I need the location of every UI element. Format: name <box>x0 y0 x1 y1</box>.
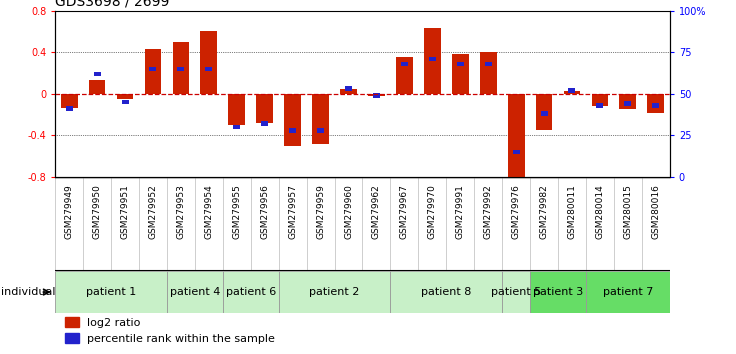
Bar <box>223 271 279 313</box>
Bar <box>508 94 525 182</box>
Bar <box>284 94 301 146</box>
Text: GSM279960: GSM279960 <box>344 184 353 239</box>
Bar <box>167 271 223 313</box>
Bar <box>312 94 329 144</box>
Bar <box>502 271 530 313</box>
Bar <box>228 94 245 125</box>
Bar <box>424 28 441 94</box>
Text: GSM279952: GSM279952 <box>149 184 158 239</box>
Bar <box>345 86 352 91</box>
Text: GSM279956: GSM279956 <box>261 184 269 239</box>
Bar <box>279 271 390 313</box>
Text: GSM279992: GSM279992 <box>484 184 492 239</box>
Text: GSM279982: GSM279982 <box>539 184 548 239</box>
Bar <box>317 128 324 133</box>
Bar <box>592 94 608 106</box>
Text: individual: individual <box>1 287 56 297</box>
Bar <box>513 150 520 154</box>
Bar <box>536 94 553 130</box>
Bar <box>144 49 161 94</box>
Text: GSM280014: GSM280014 <box>595 184 604 239</box>
Bar <box>200 32 217 94</box>
Text: patient 2: patient 2 <box>309 287 360 297</box>
Bar <box>205 67 212 71</box>
Bar <box>116 94 133 99</box>
Bar <box>172 42 189 94</box>
Text: patient 1: patient 1 <box>86 287 136 297</box>
Bar <box>401 62 408 66</box>
Bar <box>596 103 604 108</box>
Bar <box>530 271 586 313</box>
Bar <box>624 102 631 106</box>
Bar <box>485 62 492 66</box>
Bar <box>368 94 385 96</box>
Bar <box>480 52 497 94</box>
Bar <box>652 103 659 108</box>
Text: GSM280015: GSM280015 <box>623 184 632 239</box>
Bar <box>586 271 670 313</box>
Bar <box>233 125 240 130</box>
Bar <box>61 94 77 108</box>
Bar <box>429 57 436 61</box>
Text: GSM279976: GSM279976 <box>512 184 520 239</box>
Text: GDS3698 / 2699: GDS3698 / 2699 <box>55 0 169 8</box>
Text: patient 6: patient 6 <box>226 287 276 297</box>
Bar <box>568 88 576 93</box>
Bar <box>289 128 296 133</box>
Text: GSM279950: GSM279950 <box>93 184 102 239</box>
Text: GSM279955: GSM279955 <box>233 184 241 239</box>
Text: patient 8: patient 8 <box>421 287 472 297</box>
Text: patient 4: patient 4 <box>170 287 220 297</box>
Bar <box>564 91 581 94</box>
Bar <box>55 271 167 313</box>
Text: GSM279957: GSM279957 <box>288 184 297 239</box>
Bar <box>620 94 636 109</box>
Text: GSM279953: GSM279953 <box>177 184 185 239</box>
Text: GSM279951: GSM279951 <box>121 184 130 239</box>
Bar <box>93 72 101 76</box>
Bar <box>396 57 413 94</box>
Bar <box>452 54 469 94</box>
Bar <box>149 67 157 71</box>
Text: GSM280011: GSM280011 <box>567 184 576 239</box>
Legend: log2 ratio, percentile rank within the sample: log2 ratio, percentile rank within the s… <box>61 313 280 348</box>
Text: GSM279949: GSM279949 <box>65 184 74 239</box>
Bar <box>390 271 502 313</box>
Bar <box>261 121 268 126</box>
Text: patient 3: patient 3 <box>533 287 583 297</box>
Bar <box>457 62 464 66</box>
Text: patient 7: patient 7 <box>603 287 653 297</box>
Text: GSM279954: GSM279954 <box>205 184 213 239</box>
Text: GSM280016: GSM280016 <box>651 184 660 239</box>
Text: patient 5: patient 5 <box>491 287 541 297</box>
Text: GSM279962: GSM279962 <box>372 184 381 239</box>
Bar <box>177 67 185 71</box>
Text: GSM279959: GSM279959 <box>316 184 325 239</box>
Bar <box>66 107 73 111</box>
Bar <box>256 94 273 123</box>
Text: GSM279991: GSM279991 <box>456 184 464 239</box>
Bar <box>340 88 357 94</box>
Bar <box>121 100 129 104</box>
Bar <box>373 93 380 98</box>
Bar <box>540 112 548 116</box>
Text: GSM279967: GSM279967 <box>400 184 409 239</box>
Bar <box>648 94 664 113</box>
Text: GSM279970: GSM279970 <box>428 184 437 239</box>
Bar <box>89 80 105 94</box>
